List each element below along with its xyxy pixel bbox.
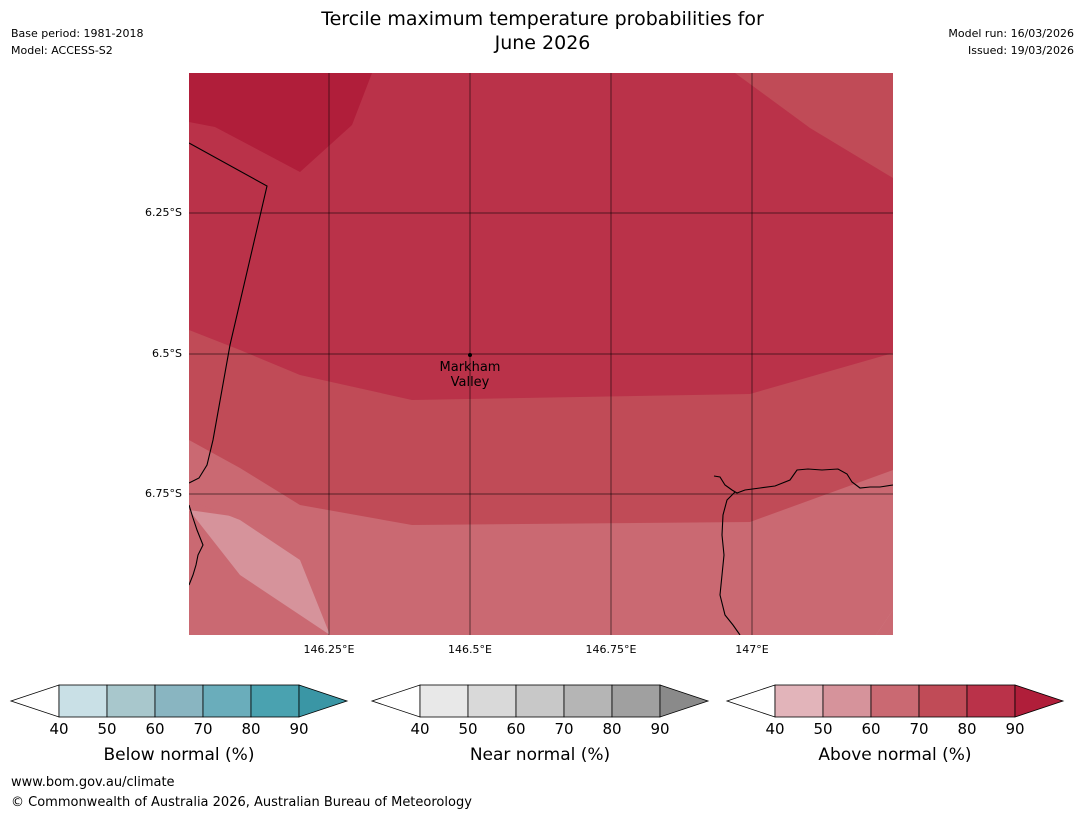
colorbar-1-high-extend bbox=[659, 684, 710, 718]
colorbar-2-tick-90: 90 bbox=[1005, 720, 1025, 738]
map-title: Tercile maximum temperature probabilitie… bbox=[0, 7, 1085, 55]
colorbar-1-tick-60: 60 bbox=[506, 720, 526, 738]
lon-label-147: 147°E bbox=[735, 643, 769, 656]
base-period: Base period: 1981-2018 bbox=[11, 27, 144, 40]
colorbar-0-low-extend bbox=[9, 684, 60, 718]
lon-label-146-75: 146.75°E bbox=[585, 643, 637, 656]
colorbar-1-segment-0 bbox=[419, 684, 469, 718]
lat-label-6-75: 6.75°S bbox=[145, 487, 182, 500]
band-above-80 bbox=[189, 73, 893, 400]
colorbar-2 bbox=[725, 684, 1065, 718]
river-east bbox=[719, 491, 741, 635]
boundaries bbox=[189, 142, 893, 635]
place-label-markham-valley: Markham Valley bbox=[410, 360, 530, 390]
band-above-60-lower bbox=[189, 440, 893, 635]
lat-label-6-25: 6.25°S bbox=[145, 206, 182, 219]
colorbar-0-segment-0 bbox=[58, 684, 108, 718]
colorbar-1-tick-50: 50 bbox=[458, 720, 478, 738]
model-name: Model: ACCESS-S2 bbox=[11, 44, 113, 57]
colorbar-2-segment-1 bbox=[822, 684, 872, 718]
colorbar-2-tick-40: 40 bbox=[765, 720, 785, 738]
colorbar-0-tick-40: 40 bbox=[49, 720, 69, 738]
meta-left: Base period: 1981-2018 Model: ACCESS-S2 bbox=[11, 25, 143, 59]
meta-right: Model run: 16/03/2026 Issued: 19/03/2026 bbox=[948, 25, 1074, 59]
colorbars bbox=[9, 684, 1065, 718]
lon-label-146-5: 146.5°E bbox=[448, 643, 492, 656]
colorbar-0-tick-70: 70 bbox=[193, 720, 213, 738]
lat-label-6-5: 6.5°S bbox=[152, 347, 182, 360]
lon-label-146-25: 146.25°E bbox=[303, 643, 355, 656]
colorbar-1-tick-40: 40 bbox=[410, 720, 430, 738]
colorbar-2-segment-0 bbox=[774, 684, 824, 718]
colorbar-2-title: Above normal (%) bbox=[818, 745, 972, 765]
colorbar-2-segment-2 bbox=[870, 684, 920, 718]
colorbar-0-segment-3 bbox=[202, 684, 252, 718]
issued-date: Issued: 19/03/2026 bbox=[967, 44, 1074, 57]
colorbar-2-tick-50: 50 bbox=[813, 720, 833, 738]
colorbar-1 bbox=[370, 684, 710, 718]
band-above-90 bbox=[189, 73, 372, 172]
colorbar-0-high-extend bbox=[298, 684, 349, 718]
colorbar-0-tick-50: 50 bbox=[97, 720, 117, 738]
place-label-line-1: Markham bbox=[439, 360, 501, 375]
colorbar-2-tick-60: 60 bbox=[861, 720, 881, 738]
place-marker bbox=[468, 353, 472, 357]
colorbar-1-tick-70: 70 bbox=[554, 720, 574, 738]
footer-url: www.bom.gov.au/climate bbox=[11, 775, 175, 790]
colorbar-0-segment-1 bbox=[106, 684, 156, 718]
place-label-line-2: Valley bbox=[450, 375, 490, 390]
colorbar-1-segment-3 bbox=[563, 684, 613, 718]
colorbar-1-segment-1 bbox=[467, 684, 517, 718]
band-above-70-corner bbox=[735, 73, 893, 178]
colorbar-1-tick-80: 80 bbox=[602, 720, 622, 738]
colorbar-2-high-extend bbox=[1014, 684, 1065, 718]
footer-copyright: © Commonwealth of Australia 2026, Austra… bbox=[11, 795, 472, 810]
title-line-1: Tercile maximum temperature probabilitie… bbox=[321, 8, 764, 30]
colorbar-1-low-extend bbox=[370, 684, 421, 718]
colorbar-0-tick-80: 80 bbox=[241, 720, 261, 738]
title-line-2: June 2026 bbox=[494, 32, 591, 54]
coastline-east bbox=[713, 468, 893, 494]
province-boundary bbox=[189, 142, 268, 484]
colorbar-1-segment-2 bbox=[515, 684, 565, 718]
colorbar-1-segment-4 bbox=[611, 684, 661, 718]
model-run: Model run: 16/03/2026 bbox=[948, 27, 1074, 40]
colorbar-2-tick-80: 80 bbox=[957, 720, 977, 738]
colorbar-2-tick-70: 70 bbox=[909, 720, 929, 738]
colorbar-0-tick-90: 90 bbox=[289, 720, 309, 738]
coastline-west bbox=[189, 504, 204, 586]
colorbar-2-low-extend bbox=[725, 684, 776, 718]
colorbar-0-segment-2 bbox=[154, 684, 204, 718]
colorbar-1-tick-90: 90 bbox=[650, 720, 670, 738]
colorbar-2-segment-4 bbox=[966, 684, 1016, 718]
colorbar-0-segment-4 bbox=[250, 684, 300, 718]
colorbar-0-tick-60: 60 bbox=[145, 720, 165, 738]
colorbar-0 bbox=[9, 684, 349, 718]
colorbar-0-title: Below normal (%) bbox=[103, 745, 255, 765]
colorbar-1-title: Near normal (%) bbox=[469, 745, 611, 765]
colorbar-2-segment-3 bbox=[918, 684, 968, 718]
